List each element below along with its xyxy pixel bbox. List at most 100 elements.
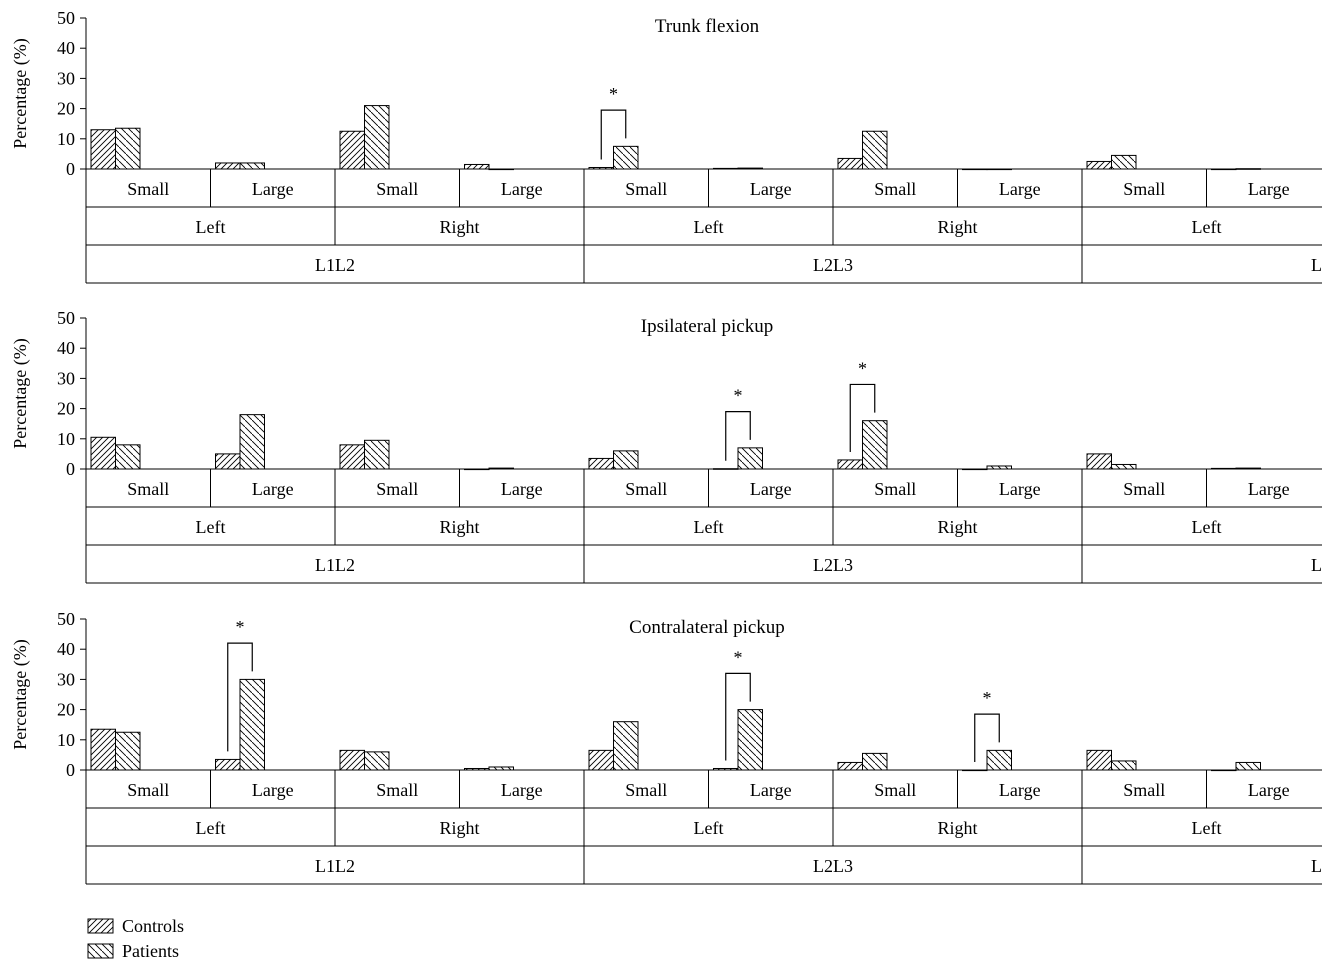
- x-tick-label-size: Large: [252, 179, 294, 199]
- x-tick-label-size: Large: [1248, 479, 1290, 499]
- x-group-label-side: Left: [694, 217, 724, 237]
- x-tick-label-size: Large: [750, 179, 792, 199]
- x-tick-label-size: Large: [501, 780, 543, 800]
- chart-panel-2: Ipsilateral pickup 0 10 20 30 40 50 Percentage …: [10, 308, 1322, 584]
- x-tick-label-size: Large: [999, 780, 1041, 800]
- y-tick-label: 30: [57, 669, 75, 689]
- y-axis-label: Percentage (%): [10, 38, 31, 148]
- x-group-label-side: Right: [937, 517, 977, 537]
- x-tick-label-size: Large: [252, 780, 294, 800]
- bar-controls: [837, 157, 863, 170]
- bar-controls: [215, 453, 241, 470]
- x-tick-label-size: Small: [625, 179, 667, 199]
- x-tick-label-size: Small: [127, 479, 169, 499]
- significance-bracket: [849, 383, 876, 452]
- chart-panels: Trunk flexion 0 10 20 30 40 50 Percentage (%) * *…: [10, 8, 1322, 885]
- significance-star: *: [236, 617, 245, 637]
- bar-controls: [1086, 453, 1112, 470]
- bar-controls: [1086, 160, 1112, 170]
- bar-patients: [364, 439, 390, 470]
- chart-title: Contralateral pickup: [629, 617, 785, 638]
- y-axis-label: Percentage (%): [10, 639, 31, 749]
- bar-patients: [115, 127, 141, 170]
- bar-patients: [115, 731, 141, 771]
- y-tick-label: 30: [57, 68, 75, 88]
- bar-patients: [239, 414, 265, 470]
- bar-patients: [364, 751, 390, 771]
- x-group-label-side: Left: [196, 818, 226, 838]
- bar-patients: [1235, 761, 1261, 771]
- bar-patients: [613, 145, 639, 170]
- bar-controls: [1086, 749, 1112, 771]
- x-tick-label-size: Small: [874, 479, 916, 499]
- bar-controls: [339, 749, 365, 771]
- bar-patients: [1111, 154, 1137, 170]
- x-tick-label-size: Small: [376, 479, 418, 499]
- x-group-label-level: L1L2: [315, 856, 355, 876]
- x-group-label-side: Left: [1192, 818, 1222, 838]
- x-group-label-side: Right: [439, 217, 479, 237]
- bar-controls: [837, 459, 863, 470]
- x-tick-label-size: Small: [1123, 780, 1165, 800]
- y-axis-label: Percentage (%): [10, 338, 31, 448]
- y-tick-label: 40: [57, 38, 75, 58]
- y-tick-label: 20: [57, 399, 75, 419]
- bar-patients: [613, 721, 639, 771]
- chart-title: Trunk flexion: [655, 16, 760, 37]
- bar-controls: [588, 457, 614, 470]
- y-tick-label: 10: [57, 429, 75, 449]
- legend: Controls Patients: [87, 916, 184, 961]
- y-tick-label: 30: [57, 368, 75, 388]
- x-tick-label-size: Large: [750, 479, 792, 499]
- x-tick-label-size: Small: [874, 179, 916, 199]
- y-tick-label: 0: [66, 459, 75, 479]
- legend-label-controls: Controls: [122, 916, 184, 936]
- significance-star: *: [734, 647, 743, 667]
- significance-star: *: [858, 358, 867, 378]
- bar-patients: [986, 749, 1012, 771]
- y-tick-label: 20: [57, 700, 75, 720]
- bar-controls: [339, 130, 365, 170]
- x-group-label-level: L2L3: [813, 555, 853, 575]
- x-tick-label-size: Small: [625, 479, 667, 499]
- x-tick-label-size: Small: [1123, 179, 1165, 199]
- x-tick-label-size: Large: [750, 780, 792, 800]
- bar-patients: [737, 709, 763, 771]
- x-tick-label-size: Small: [1123, 479, 1165, 499]
- bar-patients: [1111, 760, 1137, 771]
- y-tick-label: 20: [57, 99, 75, 119]
- bar-controls: [90, 129, 116, 170]
- bar-controls: [90, 436, 116, 470]
- bar-controls: [837, 761, 863, 771]
- legend-swatch-controls: [87, 918, 114, 934]
- bar-patients: [239, 162, 265, 170]
- x-group-label-level: L2L3: [813, 856, 853, 876]
- x-group-label-level: L1L2: [315, 255, 355, 275]
- legend-label-patients: Patients: [122, 941, 179, 961]
- x-group-label-level: L2L3: [813, 255, 853, 275]
- x-group-label-side: Left: [694, 818, 724, 838]
- bar-patients: [737, 447, 763, 470]
- bar-patients: [862, 420, 888, 470]
- x-group-label-level: L3L4: [1311, 555, 1322, 575]
- x-tick-label-size: Large: [999, 179, 1041, 199]
- significance-bracket: [974, 713, 1000, 762]
- x-group-label-side: Left: [1192, 517, 1222, 537]
- significance-bracket: [600, 109, 627, 160]
- x-tick-label-size: Large: [501, 479, 543, 499]
- x-tick-label-size: Large: [501, 179, 543, 199]
- chart-panel-3: Contralateral pickup 0 10 20 30 40 50 Percentag…: [10, 609, 1322, 885]
- bar-controls: [339, 444, 365, 470]
- significance-bracket: [725, 411, 751, 461]
- chart-title: Ipsilateral pickup: [641, 316, 773, 337]
- x-group-label-side: Right: [937, 818, 977, 838]
- x-tick-label-size: Small: [376, 179, 418, 199]
- significance-star: *: [609, 84, 618, 104]
- x-tick-label-size: Large: [252, 479, 294, 499]
- x-group-label-level: L1L2: [315, 555, 355, 575]
- x-group-label-side: Right: [439, 818, 479, 838]
- bar-patients: [862, 752, 888, 771]
- bar-patients: [862, 130, 888, 170]
